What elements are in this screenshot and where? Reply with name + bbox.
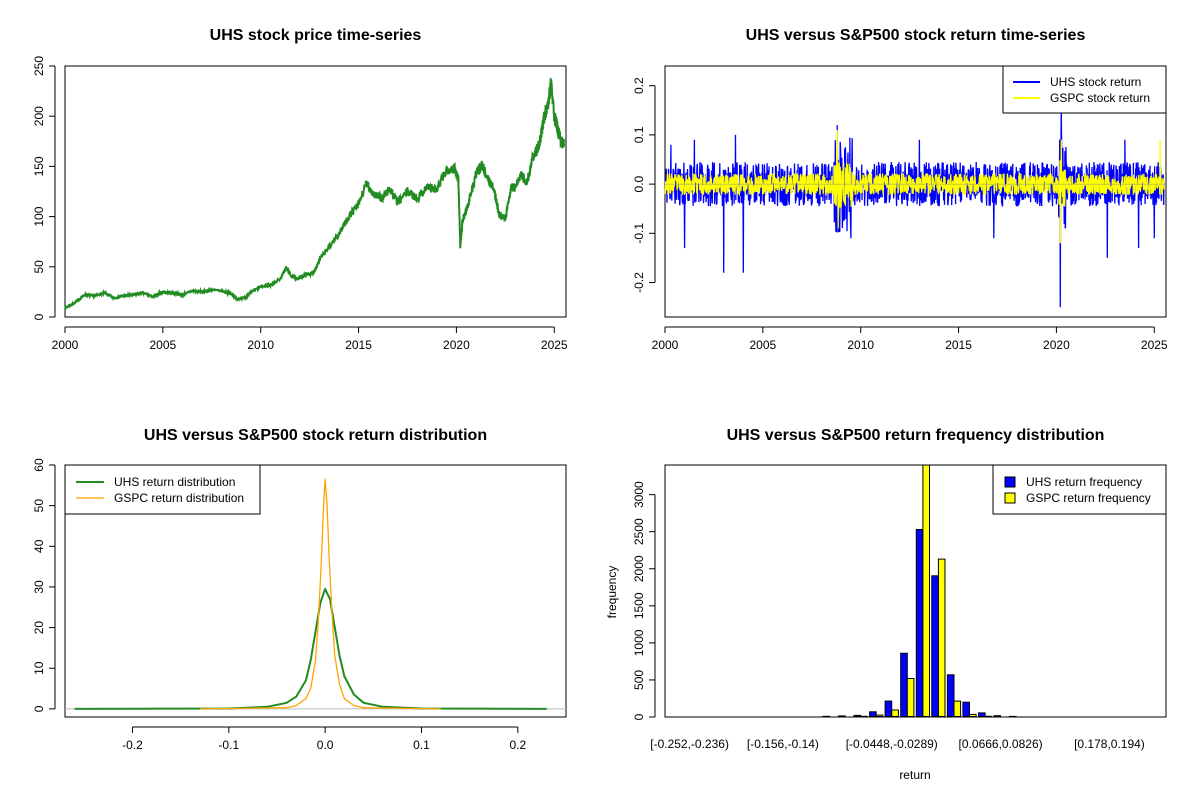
x-tick-label: 2005 (750, 338, 777, 352)
gspc-frequency-bar (953, 700, 962, 717)
legend-label: UHS return distribution (114, 475, 235, 489)
x-tick-label: 2015 (345, 338, 372, 352)
gspc-frequency-bar (906, 678, 915, 717)
uhs-frequency-bar (993, 715, 1002, 718)
returns-chart: UHS versus S&P500 stock return time-seri… (632, 27, 1168, 352)
uhs-frequency-bar (900, 652, 908, 717)
y-tick-label: 40 (32, 539, 46, 553)
x-tick-label: 0.1 (413, 738, 430, 752)
x-tick-label: 0.0 (317, 738, 334, 752)
x-tick-label: [-0.156,-0.14) (747, 737, 819, 751)
y-tick-label: 2000 (632, 555, 646, 582)
y-tick-label: 0 (32, 313, 46, 320)
legend: UHS return distribution GSPC return distr… (64, 464, 261, 515)
gspc-frequency-bar (937, 558, 946, 717)
legend-box (992, 464, 1167, 515)
y-tick-label: 10 (32, 661, 46, 675)
legend-label: GSPC stock return (1050, 91, 1150, 105)
x-tick-label: [-0.252,-0.236) (650, 737, 729, 751)
frequency-chart: UHS versus S&P500 return frequency distr… (605, 427, 1167, 782)
y-tick-label: 0 (32, 705, 46, 712)
plot-frame (64, 464, 567, 718)
uhs-frequency-bar (853, 714, 862, 718)
x-tick-label: [0.178,0.194) (1074, 737, 1145, 751)
x-tick-label: 2010 (847, 338, 874, 352)
y-tick-label: 0.2 (632, 77, 646, 94)
y-tick-label: 50 (32, 260, 46, 274)
x-tick-label: -0.1 (218, 738, 239, 752)
legend-label: GSPC return frequency (1026, 491, 1151, 505)
y-tick-label: -0.2 (632, 272, 646, 293)
legend-label: UHS stock return (1050, 75, 1141, 89)
y-tick-label: 150 (32, 156, 46, 176)
plot-frame (64, 65, 567, 318)
legend-swatch (1004, 492, 1016, 504)
y-tick-label: 250 (32, 56, 46, 76)
uhs-frequency-bar (931, 575, 939, 717)
y-tick-label: 500 (632, 670, 646, 690)
uhs-return-line (664, 110, 1165, 308)
y-tick-label: 60 (32, 458, 46, 472)
x-tick-label: 2010 (247, 338, 274, 352)
x-tick-label: 2020 (443, 338, 470, 352)
x-tick-label: 2005 (150, 338, 177, 352)
chart-title: UHS versus S&P500 stock return distribut… (144, 427, 487, 444)
x-tick-label: [-0.0448,-0.0289) (846, 737, 938, 751)
y-tick-label: 2500 (632, 518, 646, 545)
y-tick-label: 50 (32, 499, 46, 513)
legend-box (64, 464, 261, 515)
legend: UHS return frequency GSPC return frequenc… (992, 464, 1167, 515)
plot-frame (664, 464, 1167, 718)
chart-title: UHS versus S&P500 return frequency distr… (727, 427, 1105, 444)
x-tick-label: -0.2 (122, 738, 143, 752)
uhs-frequency-bar (978, 712, 986, 718)
uhs-frequency-bar (884, 700, 893, 717)
y-tick-label: 0.1 (632, 126, 646, 143)
gspc-frequency-bar (969, 713, 977, 718)
gspc-frequency-bar (875, 714, 884, 717)
gspc-density-line (199, 478, 441, 710)
legend-swatch (1004, 476, 1016, 488)
x-tick-label: 2025 (1141, 338, 1168, 352)
x-tick-label: 2000 (652, 338, 679, 352)
x-tick-label: 2015 (945, 338, 972, 352)
y-tick-label: 1500 (632, 592, 646, 619)
x-tick-label: 0.2 (509, 738, 526, 752)
uhs-frequency-bar (962, 701, 971, 718)
x-axis-label: return (899, 768, 930, 782)
y-tick-label: -0.1 (632, 223, 646, 244)
x-tick-label: [0.0666,0.0826) (959, 737, 1043, 751)
y-tick-label: 100 (32, 206, 46, 226)
y-tick-label: 0 (632, 713, 646, 720)
x-tick-label: 2025 (541, 338, 568, 352)
uhs-frequency-bar (946, 674, 955, 717)
uhs-price-line (64, 78, 565, 310)
gspc-return-line (664, 129, 1165, 244)
legend-box (1002, 65, 1167, 114)
legend-label: UHS return frequency (1026, 475, 1142, 489)
gspc-frequency-bar (922, 464, 931, 717)
uhs-frequency-bar (915, 529, 924, 717)
chart-title: UHS versus S&P500 stock return time-seri… (746, 27, 1086, 44)
uhs-frequency-bar (838, 715, 846, 718)
uhs-frequency-bar (869, 711, 877, 717)
y-tick-label: 1000 (632, 629, 646, 656)
y-axis-label: frequency (605, 566, 619, 619)
gspc-frequency-bar (891, 709, 899, 717)
x-tick-label: 2020 (1043, 338, 1070, 352)
y-tick-label: 30 (32, 580, 46, 594)
x-tick-label: 2000 (52, 338, 79, 352)
legend-label: GSPC return distribution (114, 491, 244, 505)
legend: UHS stock return GSPC stock return (1002, 65, 1167, 114)
y-tick-label: 200 (32, 106, 46, 126)
uhs-density-line (74, 588, 547, 710)
y-tick-label: 20 (32, 621, 46, 635)
density-chart: UHS versus S&P500 stock return distribut… (32, 427, 567, 752)
y-tick-label: 0.0 (632, 175, 646, 192)
y-tick-label: 3000 (632, 481, 646, 508)
chart-title: UHS stock price time-series (210, 27, 422, 44)
